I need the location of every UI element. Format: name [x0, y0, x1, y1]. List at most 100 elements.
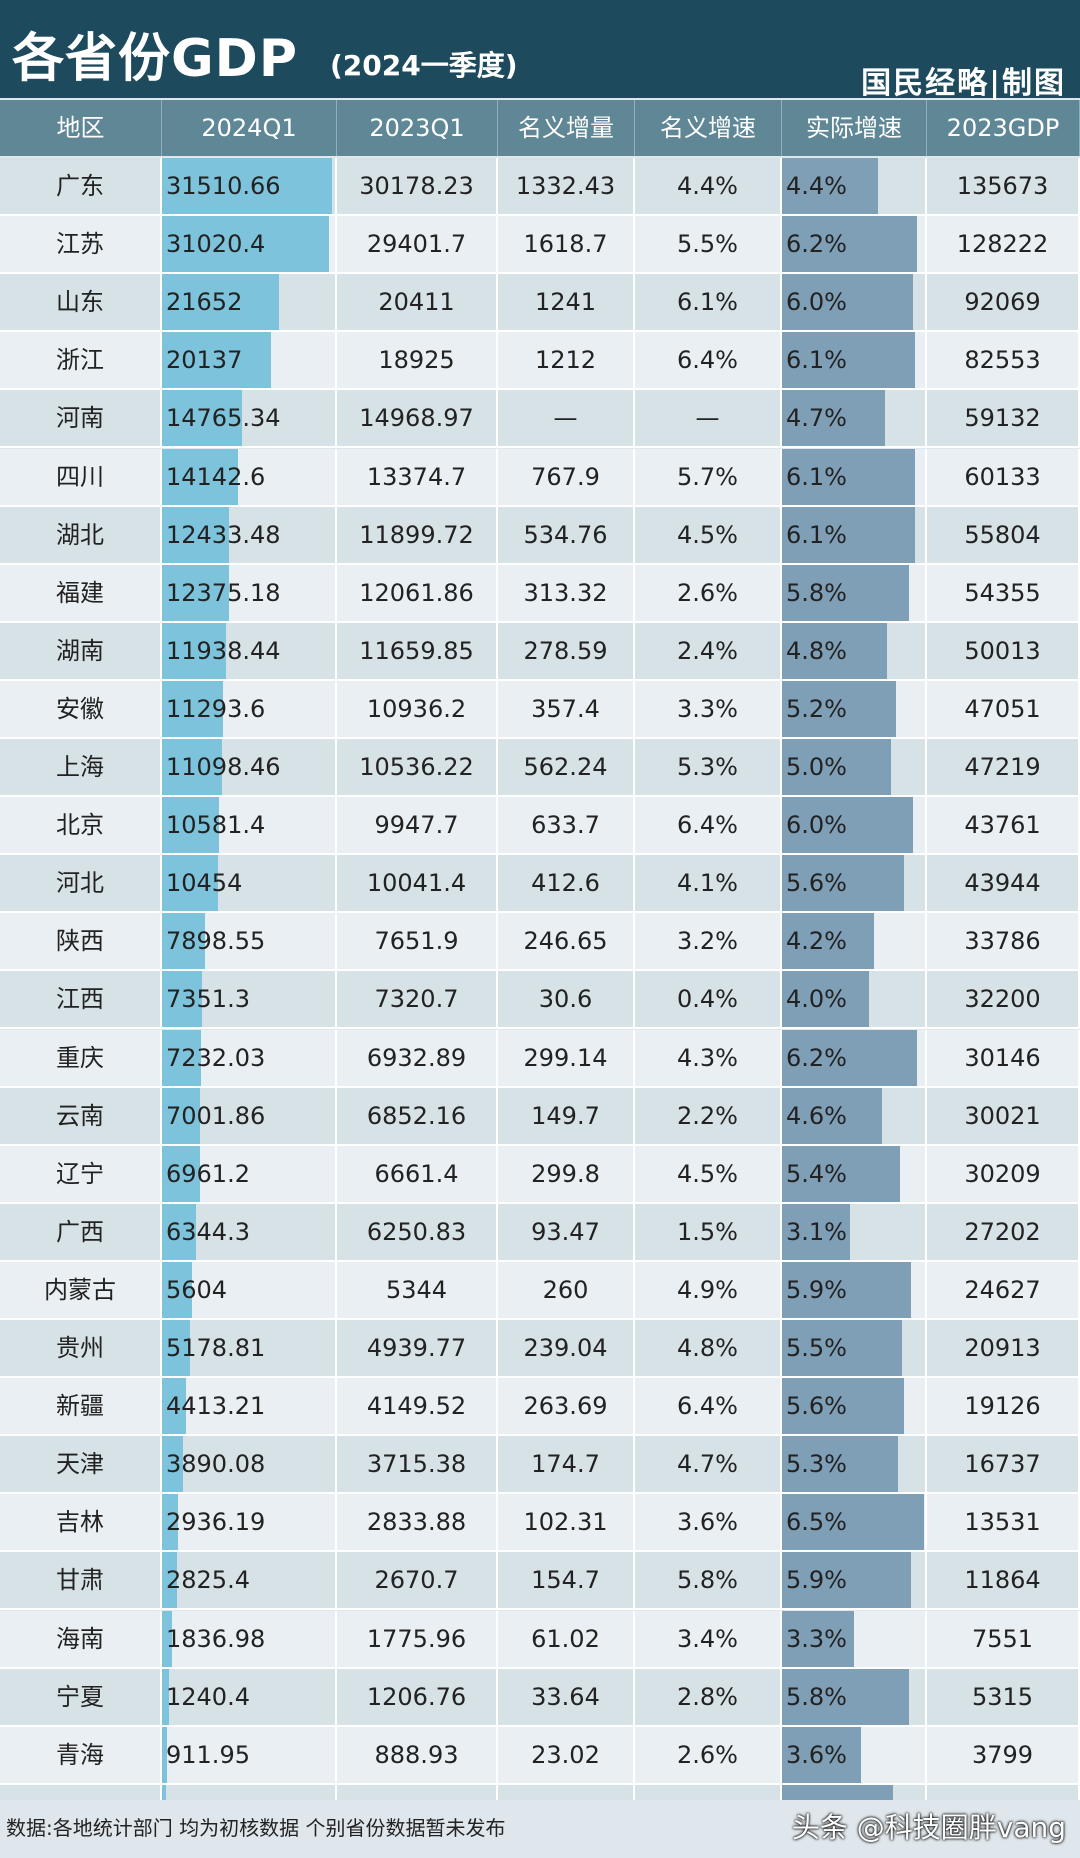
cell-text: 3.3% — [677, 694, 738, 723]
cell-gdp-2023: 20913 — [927, 1320, 1080, 1376]
cell-text: 4149.52 — [366, 1392, 467, 1421]
gdp-bar — [162, 855, 219, 912]
cell-text: 30209 — [964, 1159, 1041, 1188]
cell-nominal-growth: 6.1% — [635, 274, 782, 331]
cell-text: 5.8% — [786, 1682, 847, 1711]
cell-text: 24627 — [964, 1275, 1041, 1304]
table-row: 河南 14765.34 14968.97 — — 4.7% 59132 — [0, 390, 1080, 449]
gdp-bar — [162, 1552, 178, 1609]
cell-text: 128222 — [956, 230, 1049, 259]
cell-text: 20411 — [378, 288, 455, 317]
cell-text: 7232.03 — [166, 1043, 266, 1072]
cell-text: 3799 — [971, 1740, 1034, 1769]
cell-text: 4.8% — [677, 1334, 738, 1362]
cell-q1-2023: 10936.2 — [337, 680, 498, 737]
cell-gdp-2023: 13531 — [927, 1494, 1080, 1551]
cell-real-growth: 4.6% — [782, 1087, 927, 1144]
cell-real-growth: 5.2% — [782, 680, 927, 737]
real-growth-bar — [782, 1726, 861, 1783]
cell-gdp-2023: 33786 — [927, 913, 1080, 970]
cell-text: 陕西 — [56, 927, 104, 956]
cell-q1-2023: 3715.38 — [337, 1436, 498, 1493]
cell-text: 6.0% — [786, 811, 847, 840]
cell-nominal-growth: 4.5% — [635, 506, 782, 563]
cell-gdp-2023: 135673 — [927, 158, 1080, 214]
table-row: 江苏 31020.4 29401.7 1618.7 5.5% 6.2% 128222 — [0, 216, 1080, 275]
source-note: 数据:各地统计部门 均为初核数据 个别省份数据暂未发布 — [6, 1816, 506, 1840]
cell-text: 16737 — [964, 1450, 1041, 1479]
cell-text: 3.3% — [786, 1624, 847, 1653]
cell-real-growth: 6.1% — [782, 448, 927, 505]
cell-region: 浙江 — [0, 332, 162, 389]
cell-text: 4.6% — [786, 1101, 847, 1130]
gdp-bar — [162, 1668, 169, 1725]
cell-text: 湖北 — [56, 520, 104, 549]
gdp-bar — [162, 1145, 200, 1202]
cell-q1-2024: 7351.3 — [162, 971, 337, 1028]
cell-gdp-2023: 50013 — [927, 622, 1080, 679]
cell-nominal-growth: 3.3% — [635, 680, 782, 737]
cell-real-growth: 6.1% — [782, 506, 927, 563]
table-row: 吉林 2936.19 2833.88 102.31 3.6% 6.5% 13531 — [0, 1494, 1080, 1553]
cell-gdp-2023: 60133 — [927, 448, 1080, 505]
cell-q1-2023: 6852.16 — [337, 1087, 498, 1144]
table-row: 青海 911.95 888.93 23.02 2.6% 3.6% 3799 — [0, 1726, 1080, 1785]
cell-real-growth: 5.8% — [782, 564, 927, 621]
cell-text: 贵州 — [56, 1334, 104, 1362]
cell-text: 10936.2 — [366, 694, 467, 723]
cell-text: 4.1% — [677, 869, 738, 898]
cell-real-growth: 5.0% — [782, 739, 927, 795]
cell-text: 1775.96 — [366, 1624, 467, 1653]
cell-text: 278.59 — [523, 636, 608, 665]
table-row: 江西 7351.3 7320.7 30.6 0.4% 4.0% 32200 — [0, 971, 1080, 1030]
real-growth-bar — [782, 1552, 911, 1609]
cell-text: 宁夏 — [56, 1682, 104, 1711]
cell-real-growth: 5.9% — [782, 1552, 927, 1609]
cell-text: 30178.23 — [359, 172, 474, 200]
cell-text: 767.9 — [531, 462, 600, 491]
cell-real-growth: 5.5% — [782, 1320, 927, 1376]
cell-region: 山东 — [0, 274, 162, 331]
cell-text: 2.6% — [677, 1740, 738, 1769]
cell-text: 4939.77 — [366, 1334, 467, 1362]
cell-q1-2024: 31510.66 — [162, 158, 337, 214]
cell-text: 2670.7 — [374, 1566, 459, 1595]
gdp-bar — [162, 1203, 197, 1260]
cell-q1-2024: 21652 — [162, 274, 337, 331]
cell-text: 4.7% — [677, 1450, 738, 1479]
cell-q1-2023: 888.93 — [337, 1726, 498, 1783]
cell-nominal-increase: 23.02 — [498, 1726, 635, 1783]
cell-q1-2024: 12433.48 — [162, 506, 337, 563]
cell-gdp-2023: 43944 — [927, 855, 1080, 912]
cell-text: 357.4 — [531, 694, 600, 723]
cell-text: 59132 — [964, 404, 1041, 433]
cell-text: 43944 — [964, 869, 1041, 898]
cell-nominal-increase: 1618.7 — [498, 216, 635, 273]
cell-nominal-growth: 5.7% — [635, 448, 782, 505]
gdp-bar — [162, 1378, 186, 1435]
cell-q1-2024: 2936.19 — [162, 1494, 337, 1551]
real-growth-bar — [782, 680, 896, 737]
cell-text: 54355 — [964, 578, 1041, 607]
cell-region: 福建 — [0, 564, 162, 621]
real-growth-bar — [782, 622, 887, 679]
cell-q1-2023: 20411 — [337, 274, 498, 331]
cell-text: 湖南 — [56, 636, 104, 665]
cell-region: 广东 — [0, 158, 162, 214]
cell-text: 河南 — [56, 404, 104, 433]
column-header-q1-2023: 2023Q1 — [337, 100, 498, 156]
cell-text: 2825.4 — [166, 1566, 250, 1595]
cell-region: 重庆 — [0, 1029, 162, 1086]
cell-region: 吉林 — [0, 1494, 162, 1551]
cell-text: 299.14 — [523, 1043, 608, 1072]
cell-text: 135673 — [956, 172, 1049, 200]
cell-text: 6.1% — [786, 520, 847, 549]
cell-text: 1.5% — [677, 1217, 738, 1246]
cell-real-growth: 5.4% — [782, 1145, 927, 1202]
footer-strip — [0, 1800, 1080, 1858]
real-growth-bar — [782, 1436, 898, 1493]
cell-q1-2023: 11899.72 — [337, 506, 498, 563]
table-row: 山东 21652 20411 1241 6.1% 6.0% 92069 — [0, 274, 1080, 333]
cell-real-growth: 6.2% — [782, 216, 927, 273]
cell-text: 1240.4 — [166, 1682, 250, 1711]
